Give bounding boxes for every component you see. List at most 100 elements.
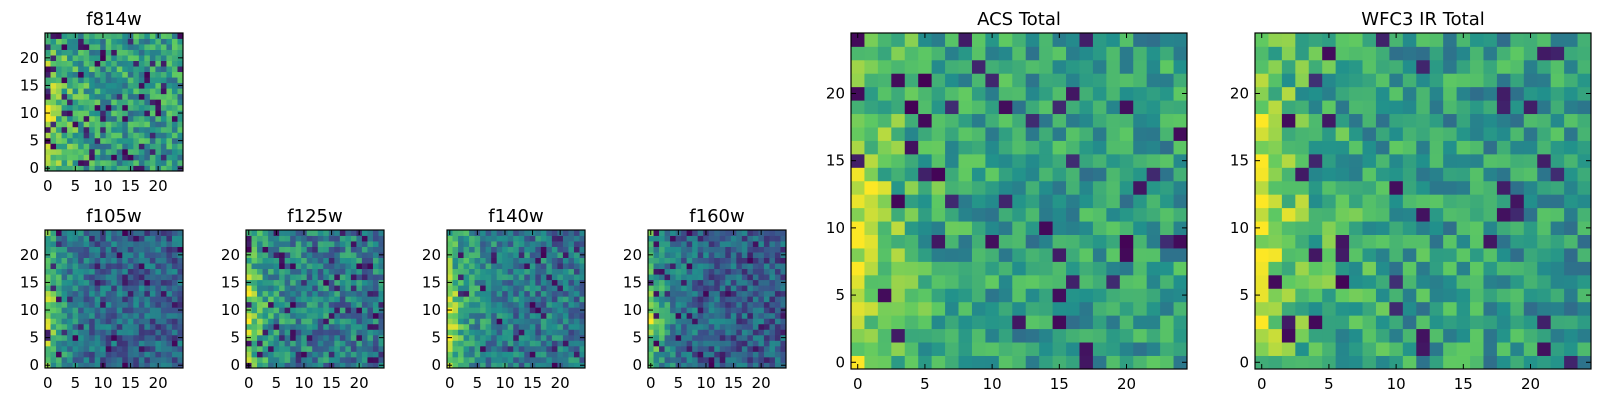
heatmap-cell <box>758 345 765 352</box>
heatmap-cell <box>116 126 123 133</box>
heatmap-cell <box>1443 221 1457 235</box>
heatmap-cell <box>177 312 184 319</box>
heatmap-cell <box>306 252 313 258</box>
heatmap-cell <box>692 263 699 270</box>
heatmap-cell <box>111 66 118 73</box>
heatmap-cell <box>72 323 79 330</box>
heatmap-cell <box>686 268 693 275</box>
heatmap-cell <box>736 235 743 242</box>
heatmap-cell <box>1577 234 1592 249</box>
heatmap-cell <box>1564 328 1578 343</box>
heatmap-cell <box>1092 153 1107 168</box>
heatmap-cell <box>1496 234 1511 249</box>
heatmap-cell <box>741 323 748 330</box>
heatmap-cell <box>692 241 699 247</box>
heatmap-cell <box>273 323 280 330</box>
heatmap-cell <box>1052 46 1067 61</box>
heatmap-cell <box>78 263 85 270</box>
heatmap-cell <box>284 334 291 341</box>
heatmap-cell <box>998 86 1013 101</box>
heatmap-cell <box>149 110 156 117</box>
heatmap-cell <box>752 246 759 253</box>
heatmap-cell <box>1039 221 1053 235</box>
heatmap-cell <box>111 323 118 330</box>
heatmap-cell <box>692 268 699 275</box>
heatmap-cell <box>1564 194 1578 209</box>
heatmap-cell <box>562 290 569 297</box>
y-tick-label: 15 <box>20 76 39 94</box>
heatmap-cell <box>166 137 173 144</box>
heatmap-cell <box>111 71 118 78</box>
heatmap-cell <box>1550 180 1565 195</box>
heatmap-cell <box>675 252 682 258</box>
heatmap-cell <box>361 263 368 270</box>
heatmap-cell <box>1389 167 1404 182</box>
heatmap-cell <box>1173 180 1188 195</box>
heatmap-cell <box>670 241 676 247</box>
heatmap-cell <box>116 148 123 155</box>
heatmap-cell <box>328 246 335 253</box>
heatmap-cell <box>736 290 743 297</box>
heatmap-cell <box>670 268 676 275</box>
heatmap-cell <box>372 263 379 270</box>
heatmap-cell <box>1483 234 1498 249</box>
heatmap-cell <box>1281 194 1296 209</box>
heatmap-cell <box>1092 46 1107 61</box>
heatmap-cell <box>458 329 464 336</box>
heatmap-cell <box>1119 301 1134 316</box>
heatmap-cell <box>45 126 51 133</box>
heatmap-cell <box>160 115 167 122</box>
x-tick-label: 5 <box>272 374 282 392</box>
heatmap-cell <box>1470 86 1484 101</box>
heatmap-cell <box>1119 153 1134 168</box>
heatmap-cell <box>160 71 167 78</box>
heatmap-cell <box>155 66 162 73</box>
heatmap-cell <box>144 340 151 347</box>
heatmap-cell <box>50 263 57 270</box>
heatmap-cell <box>284 307 291 314</box>
heatmap-cell <box>551 290 558 297</box>
heatmap-cell <box>714 274 721 281</box>
heatmap-cell <box>122 126 129 133</box>
heatmap-cell <box>918 248 933 262</box>
heatmap-cell <box>730 279 737 286</box>
heatmap-cell <box>681 235 688 242</box>
heatmap-cell <box>1443 261 1457 276</box>
heatmap-cell <box>931 153 946 168</box>
heatmap-cell <box>1537 221 1552 235</box>
heatmap-cell <box>686 301 693 308</box>
heatmap-cell <box>681 318 688 325</box>
heatmap-cell <box>312 268 319 275</box>
heatmap-cell <box>769 290 776 297</box>
heatmap-cell <box>1456 86 1471 101</box>
heatmap-cell <box>1106 288 1121 303</box>
heatmap-cell <box>485 334 492 341</box>
heatmap-cell <box>262 340 269 347</box>
heatmap-cell <box>246 268 252 275</box>
heatmap-cell <box>518 246 525 253</box>
heatmap-cell <box>127 148 134 155</box>
heatmap-cell <box>485 241 492 247</box>
heatmap-cell <box>747 312 754 319</box>
heatmap-cell <box>138 38 145 45</box>
heatmap-cell <box>100 82 107 89</box>
heatmap-cell <box>741 340 748 347</box>
heatmap-cell <box>452 257 459 264</box>
heatmap-cell <box>568 252 575 258</box>
heatmap-cell <box>1039 153 1053 168</box>
heatmap-cell <box>1146 248 1161 262</box>
heatmap-cell <box>469 274 475 281</box>
heatmap-cell <box>105 126 112 133</box>
heatmap-cell <box>1389 33 1404 47</box>
heatmap-cell <box>648 246 654 253</box>
heatmap-cell <box>1456 288 1471 303</box>
heatmap-cell <box>971 328 986 343</box>
heatmap-cell <box>149 143 156 150</box>
heatmap-cell <box>659 257 665 264</box>
heatmap-cell <box>1160 33 1174 47</box>
heatmap-cell <box>485 252 492 258</box>
heatmap-cell <box>769 230 776 236</box>
heatmap-cell <box>1255 127 1269 141</box>
heatmap-cell <box>116 252 123 258</box>
heatmap-cell <box>1416 248 1431 262</box>
